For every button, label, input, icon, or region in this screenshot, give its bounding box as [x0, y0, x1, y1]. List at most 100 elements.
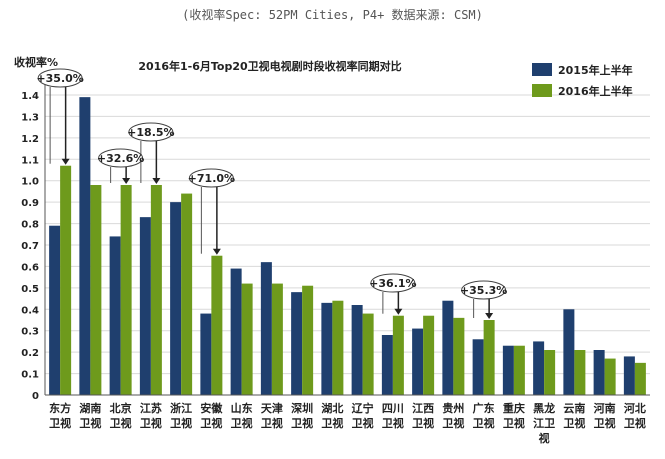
- x-category-label: 广东: [473, 401, 495, 415]
- y-tick-label: 0.1: [21, 370, 39, 381]
- x-category-label: 卫视: [200, 416, 222, 430]
- y-tick-label: 1.0: [21, 177, 39, 188]
- x-category-label: 江卫: [533, 416, 555, 430]
- bar-2015: [442, 300, 454, 395]
- x-category-label: 卫视: [49, 416, 71, 430]
- x-category-label: 北京: [110, 401, 132, 415]
- x-category-label: 卫视: [140, 416, 162, 430]
- bar-2015: [109, 236, 121, 395]
- annotation-arrowhead: [122, 178, 131, 184]
- bar-2016: [181, 193, 193, 395]
- bar-2015: [230, 268, 242, 395]
- x-category-label: 卫视: [503, 416, 525, 430]
- bar-2016: [423, 315, 435, 395]
- x-category-label: 卫视: [261, 416, 283, 430]
- x-category-label: 辽宁: [352, 401, 374, 415]
- legend-swatch-2016: [532, 84, 552, 97]
- x-category-label: 东方: [49, 401, 71, 415]
- annotation-label: +71.0%: [188, 172, 235, 185]
- annotation-arrowhead: [212, 248, 221, 255]
- annotation-label: +35.3%: [460, 284, 507, 297]
- y-tick-label: 0.8: [21, 220, 39, 231]
- annotation-bubble: [37, 68, 83, 88]
- bar-2015: [170, 202, 182, 395]
- x-category-label: 湖北: [321, 401, 343, 415]
- y-tick-label: 0.2: [21, 348, 39, 359]
- bar-2015: [200, 313, 212, 395]
- x-category-label: 卫视: [594, 416, 616, 430]
- annotation-bubble: [461, 280, 507, 300]
- x-category-label: 江西: [412, 401, 434, 415]
- y-axis-label: 收视率%: [14, 55, 58, 69]
- y-tick-label: 0.3: [21, 327, 39, 338]
- y-tick-label: 0.5: [21, 284, 39, 295]
- annotation-bubble: [128, 122, 174, 142]
- y-tick-label: 0.9: [21, 198, 39, 209]
- bar-2015: [502, 345, 514, 395]
- y-tick-label: 0.4: [21, 305, 39, 316]
- x-category-label: 卫视: [352, 416, 374, 430]
- gridlines: [45, 94, 650, 396]
- bar-2015: [623, 356, 635, 395]
- x-category-label: 四川: [382, 402, 404, 415]
- y-tick-label: 1.3: [21, 112, 39, 123]
- bar-2016: [544, 350, 556, 395]
- x-category-label: 浙江: [170, 401, 192, 415]
- legend-label-2015: 2015年上半年: [558, 63, 633, 77]
- x-category-labels: 东方卫视湖南卫视北京卫视江苏卫视浙江卫视安徽卫视山东卫视天津卫视深圳卫视湖北卫视…: [49, 401, 646, 445]
- bar-2016: [483, 320, 495, 395]
- bar-2016: [453, 317, 465, 395]
- x-category-label: 卫视: [79, 416, 101, 430]
- annotation-arrowhead: [394, 308, 403, 315]
- x-category-label: 视: [539, 431, 550, 445]
- x-category-label: 卫视: [110, 416, 132, 430]
- bar-2015: [321, 302, 333, 395]
- bar-2015: [472, 339, 484, 395]
- bar-2015: [412, 328, 424, 395]
- bar-2016: [150, 185, 162, 395]
- x-category-label: 黑龙: [533, 401, 555, 415]
- x-category-label: 卫视: [321, 416, 343, 430]
- y-tick-labels: 0 0.1 0.2 0.3 0.4 0.5 0.6 0.7 0.8 0.9 1.0 1.1 1.2 1.3…: [21, 91, 39, 402]
- legend-swatch-2015: [532, 63, 552, 76]
- annotation-arrowhead: [485, 313, 494, 319]
- y-tick-label: 1.4: [21, 91, 39, 102]
- bar-2016: [392, 315, 404, 395]
- bar-2015: [533, 341, 545, 395]
- annotation-label: +18.5%: [127, 126, 174, 139]
- x-category-label: 卫视: [624, 416, 646, 430]
- x-category-label: 安徽: [200, 401, 223, 415]
- bar-2016: [211, 255, 223, 395]
- bar-2015: [139, 217, 151, 395]
- annotation-label: +36.1%: [369, 277, 416, 290]
- annotation-arrowhead: [61, 158, 70, 165]
- x-category-label: 卫视: [473, 416, 495, 430]
- legend: 2015年上半年 2016年上半年: [532, 63, 633, 98]
- y-tick-label: 1.1: [21, 155, 39, 166]
- annotation-arrowhead: [152, 178, 161, 184]
- bar-2016: [604, 358, 616, 395]
- bar-2015: [593, 350, 605, 395]
- bar-2016: [362, 313, 374, 395]
- bar-2015: [79, 97, 91, 396]
- annotation-label: +32.6%: [97, 152, 144, 165]
- x-category-label: 山东: [231, 401, 253, 415]
- bar-2015: [291, 292, 303, 395]
- x-category-label: 卫视: [291, 416, 313, 430]
- x-category-label: 重庆: [503, 401, 525, 415]
- x-category-label: 深圳: [291, 401, 313, 415]
- bar-2015: [563, 309, 575, 395]
- axes: [44, 75, 650, 396]
- bar-2015: [381, 335, 393, 395]
- x-category-label: 江苏: [140, 401, 162, 415]
- x-category-label: 卫视: [382, 416, 404, 430]
- y-tick-label: 0: [32, 391, 39, 402]
- annotation-label: +35.0%: [36, 72, 83, 85]
- x-category-label: 河北: [624, 401, 646, 415]
- x-category-label: 卫视: [442, 416, 464, 430]
- x-category-label: 卫视: [231, 416, 253, 430]
- y-tick-label: 0.7: [21, 241, 39, 252]
- x-category-label: 云南: [563, 401, 585, 415]
- legend-label-2016: 2016年上半年: [558, 84, 633, 98]
